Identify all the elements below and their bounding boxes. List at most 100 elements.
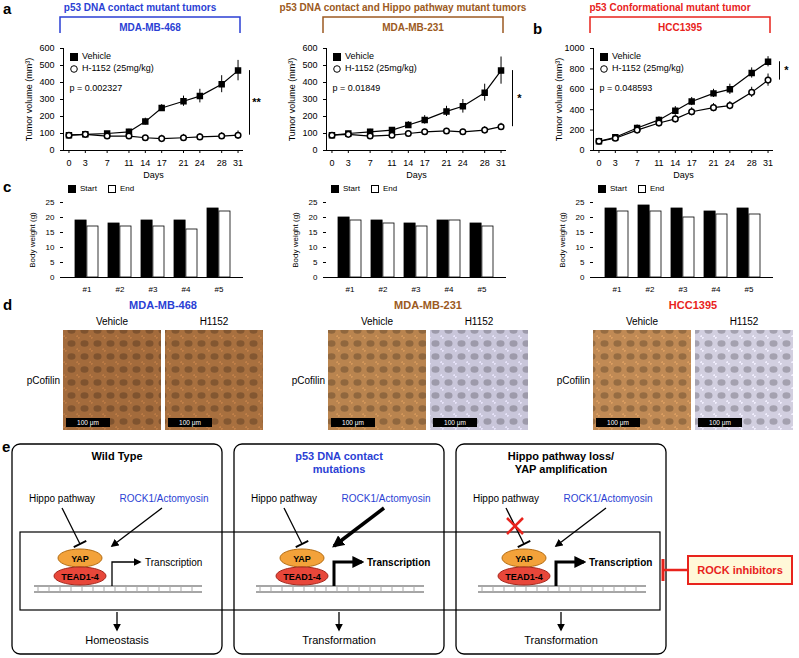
svg-text:#3: #3: [679, 285, 688, 294]
svg-text:15: 15: [576, 228, 585, 237]
svg-text:HCC1395: HCC1395: [669, 299, 717, 311]
svg-text:11: 11: [124, 158, 133, 168]
svg-text:#5: #5: [745, 285, 754, 294]
svg-text:100 μm: 100 μm: [607, 419, 629, 427]
svg-text:100 μm: 100 μm: [342, 419, 364, 427]
svg-text:7: 7: [105, 158, 110, 168]
svg-text:200: 200: [569, 125, 584, 135]
svg-text:0: 0: [329, 158, 334, 168]
svg-text:500: 500: [39, 60, 54, 70]
svg-text:ROCK1/Actomyosin: ROCK1/Actomyosin: [342, 493, 431, 504]
svg-text:Hippo pathway: Hippo pathway: [251, 493, 317, 504]
svg-text:17: 17: [420, 158, 430, 168]
svg-text:100: 100: [302, 128, 317, 138]
svg-text:H1152: H1152: [200, 316, 229, 327]
svg-text:11: 11: [387, 158, 396, 168]
svg-text:11: 11: [654, 158, 663, 168]
svg-text:TEAD1-4: TEAD1-4: [505, 572, 543, 582]
svg-text:15: 15: [309, 228, 318, 237]
svg-text:0: 0: [596, 158, 601, 168]
svg-text:3: 3: [83, 158, 88, 168]
svg-text:100 μm: 100 μm: [179, 419, 201, 427]
svg-text:20: 20: [309, 213, 318, 222]
svg-text:25: 25: [46, 198, 55, 207]
svg-text:Vehicle: Vehicle: [626, 316, 659, 327]
svg-text:Transformation: Transformation: [302, 634, 376, 646]
svg-text:0: 0: [312, 145, 317, 155]
svg-text:24: 24: [458, 158, 468, 168]
svg-text:p53 DNA contact: p53 DNA contact: [295, 450, 383, 462]
svg-text:7: 7: [368, 158, 373, 168]
svg-text:Transformation: Transformation: [524, 634, 598, 646]
svg-text:TEAD1-4: TEAD1-4: [61, 572, 99, 582]
svg-text:600: 600: [39, 43, 54, 53]
svg-text:ROCK1/Actomyosin: ROCK1/Actomyosin: [564, 493, 653, 504]
svg-text:Transcription: Transcription: [367, 557, 430, 568]
svg-text:20: 20: [576, 213, 585, 222]
svg-text:0: 0: [66, 158, 71, 168]
svg-text:YAP: YAP: [293, 554, 311, 564]
svg-text:10: 10: [309, 243, 318, 252]
svg-text:#1: #1: [613, 285, 622, 294]
svg-text:p = 0.002327: p = 0.002327: [70, 83, 123, 93]
svg-text:28: 28: [480, 158, 490, 168]
svg-text:#1: #1: [83, 285, 92, 294]
svg-text:**: **: [252, 96, 261, 108]
svg-text:Hippo pathway: Hippo pathway: [473, 493, 539, 504]
svg-text:Hippo pathway: Hippo pathway: [29, 493, 95, 504]
svg-text:#2: #2: [379, 285, 388, 294]
svg-text:100 μm: 100 μm: [444, 419, 466, 427]
svg-text:pCofilin: pCofilin: [557, 375, 590, 386]
svg-text:500: 500: [302, 60, 317, 70]
svg-text:0: 0: [579, 145, 584, 155]
svg-text:300: 300: [302, 94, 317, 104]
svg-text:0: 0: [580, 273, 585, 282]
svg-text:YAP: YAP: [515, 554, 533, 564]
svg-text:100 μm: 100 μm: [709, 419, 731, 427]
svg-text:Tumor volume (mm³): Tumor volume (mm³): [24, 58, 34, 142]
svg-text:0: 0: [50, 273, 55, 282]
svg-text:Days: Days: [673, 170, 694, 180]
svg-text:3: 3: [346, 158, 351, 168]
svg-text:pCofilin: pCofilin: [292, 375, 325, 386]
svg-text:5: 5: [50, 258, 55, 267]
svg-text:Vehicle: Vehicle: [96, 316, 129, 327]
svg-text:#4: #4: [445, 285, 454, 294]
svg-text:H1152: H1152: [730, 316, 759, 327]
svg-text:1000: 1000: [564, 43, 584, 53]
svg-text:Homeostasis: Homeostasis: [85, 634, 149, 646]
svg-text:ROCK inhibitors: ROCK inhibitors: [697, 564, 783, 576]
svg-text:200: 200: [39, 111, 54, 121]
svg-text:0: 0: [313, 273, 318, 282]
svg-text:#2: #2: [116, 285, 125, 294]
svg-text:14: 14: [140, 158, 150, 168]
svg-text:25: 25: [309, 198, 318, 207]
svg-text:21: 21: [708, 158, 718, 168]
svg-text:5: 5: [313, 258, 318, 267]
svg-text:400: 400: [39, 77, 54, 87]
svg-text:21: 21: [178, 158, 188, 168]
svg-text:17: 17: [687, 158, 697, 168]
svg-text:25: 25: [576, 198, 585, 207]
svg-text:600: 600: [569, 84, 584, 94]
svg-text:*: *: [517, 92, 522, 104]
svg-text:#4: #4: [182, 285, 191, 294]
svg-text:#4: #4: [712, 285, 721, 294]
svg-text:YAP amplification: YAP amplification: [515, 463, 608, 475]
svg-text:Transcription: Transcription: [145, 557, 202, 568]
svg-text:Transcription: Transcription: [589, 557, 652, 568]
svg-text:Body weight (g): Body weight (g): [558, 212, 567, 268]
svg-text:14: 14: [670, 158, 680, 168]
svg-text:p = 0.048593: p = 0.048593: [600, 83, 653, 93]
svg-text:600: 600: [302, 43, 317, 53]
svg-text:Body weight (g): Body weight (g): [28, 212, 37, 268]
svg-text:Vehicle: Vehicle: [361, 316, 394, 327]
svg-text:100: 100: [39, 128, 54, 138]
svg-text:Tumor volume (mm³): Tumor volume (mm³): [554, 58, 564, 142]
svg-text:7: 7: [635, 158, 640, 168]
svg-text:200: 200: [302, 111, 317, 121]
svg-text:800: 800: [569, 64, 584, 74]
svg-text:MDA-MB-231: MDA-MB-231: [394, 299, 462, 311]
svg-text:400: 400: [302, 77, 317, 87]
svg-text:Days: Days: [406, 170, 427, 180]
